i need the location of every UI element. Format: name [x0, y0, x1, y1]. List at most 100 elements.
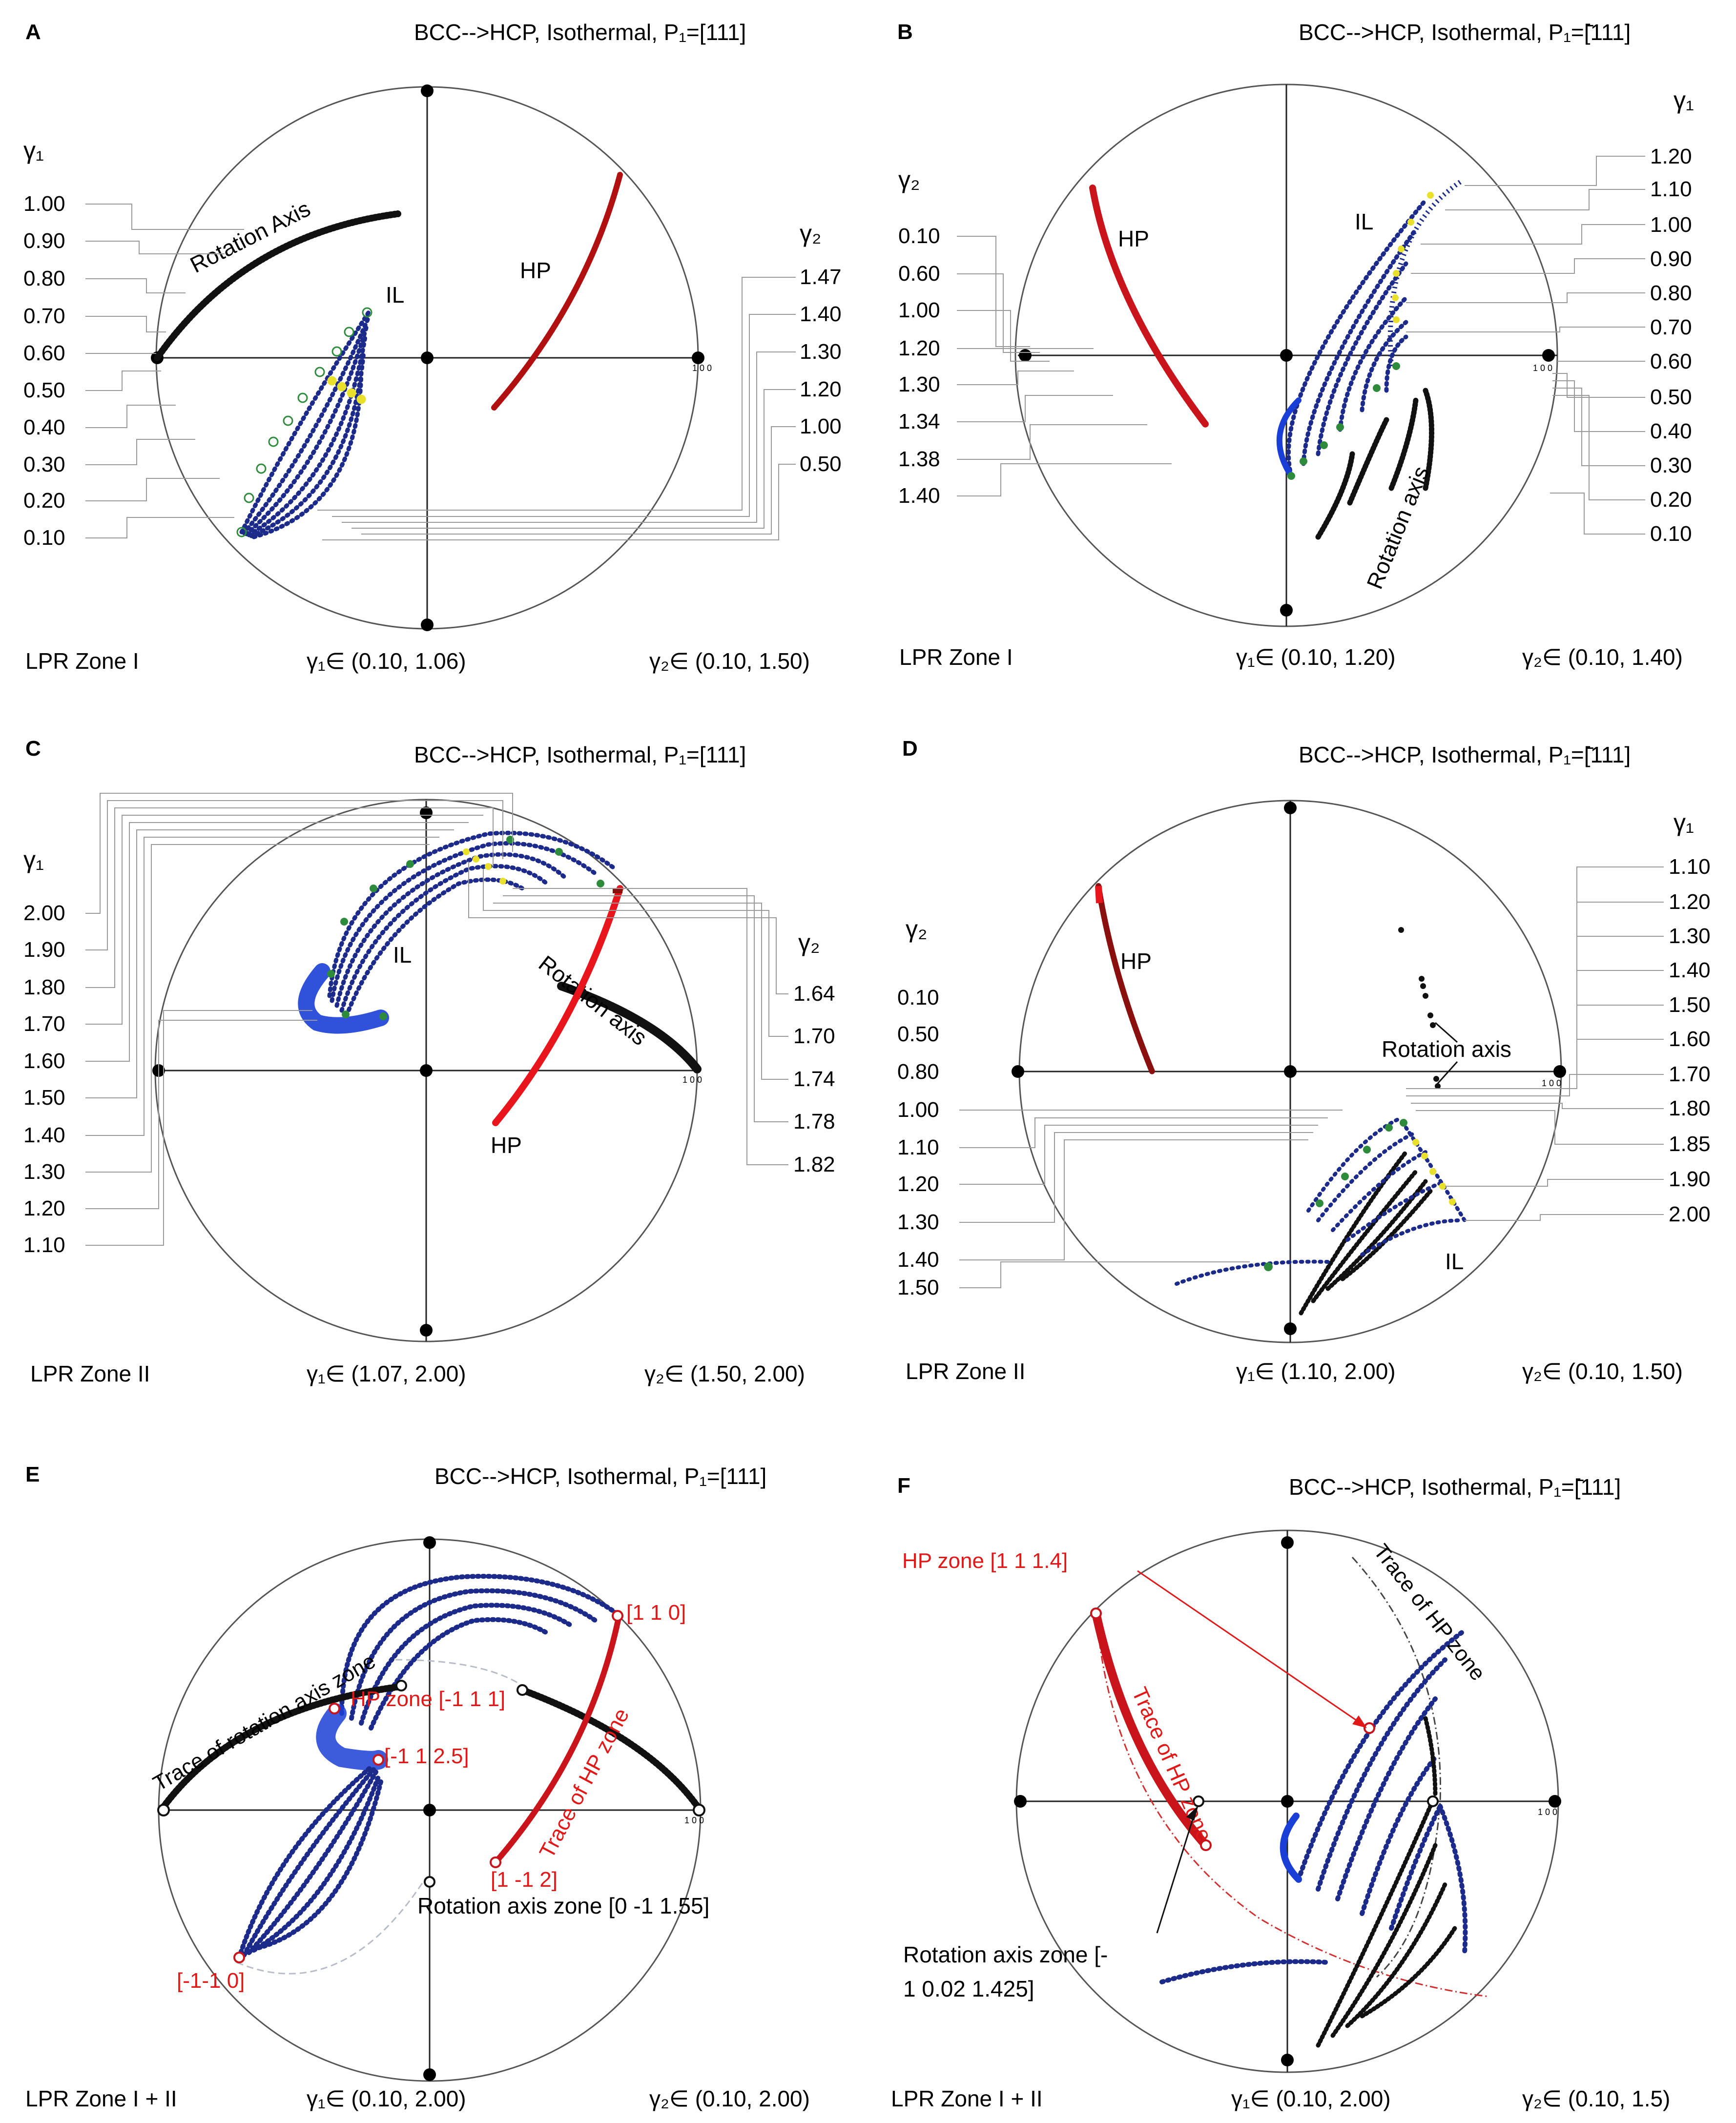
panel-f-rotation-zone-label-1: Rotation axis zone [- — [903, 1942, 1108, 1967]
panel-e-pole-top — [423, 1536, 436, 1549]
svg-text:1.90: 1.90 — [23, 938, 65, 962]
svg-text:Trace of HP zone: Trace of HP zone — [1127, 1684, 1217, 1845]
panel-f-pole-top — [1281, 1536, 1294, 1549]
svg-text:1.70: 1.70 — [1669, 1062, 1711, 1086]
panel-d-title: BCC-->HCP, Isothermal, P₁=[̄111] — [1299, 742, 1631, 767]
panel-d-zone: LPR Zone II — [906, 1359, 1025, 1384]
svg-text:0.10: 0.10 — [898, 224, 940, 248]
svg-text:1.20: 1.20 — [1650, 144, 1692, 168]
panel-d-il-label: IL — [1445, 1249, 1464, 1274]
panel-f-trace-black — [1351, 1556, 1441, 1978]
panel-e-trace-rotation-label: Trace of rotation axis zone — [149, 1649, 380, 1796]
panel-d-pole-bottom — [1284, 1322, 1297, 1335]
panel-d-pole-center — [1284, 1065, 1297, 1078]
panel-c-g2-range: γ₂∈ (1.50, 2.00) — [644, 1361, 805, 1386]
svg-text:1.00: 1.00 — [800, 414, 842, 438]
svg-text:1.30: 1.30 — [1669, 924, 1711, 948]
panel-b-hp-curve — [1089, 185, 1209, 428]
panel-d: D BCC-->HCP, Isothermal, P₁=[̄111] 1 0 0… — [897, 737, 1711, 1384]
panel-d-right-ticks: 1.10 1.20 1.30 1.40 1.50 1.60 1.70 1.80 … — [1669, 855, 1711, 1226]
panel-c-pole-label: 1 0 0 — [682, 1075, 702, 1085]
panel-b-g2-range: γ₂∈ (0.10, 1.40) — [1522, 644, 1683, 670]
panel-d-right-leaders — [1406, 866, 1664, 1221]
panel-b-il-label: IL — [1355, 209, 1373, 234]
svg-text:0.90: 0.90 — [23, 229, 65, 253]
panel-c: C BCC-->HCP, Isothermal, P₁=[111] 1 0 0 — [23, 737, 835, 1386]
svg-text:1.78: 1.78 — [793, 1110, 835, 1134]
panel-b-left-ticks: 0.10 0.60 1.00 1.20 1.30 1.34 1.38 1.40 — [898, 224, 940, 508]
panel-f-pole-bottom — [1281, 2054, 1294, 2066]
panel-c-g1-range: γ₁∈ (1.07, 2.00) — [307, 1361, 466, 1386]
panel-b-il-top-curve — [1387, 178, 1464, 367]
svg-text:[-1-1 0]: [-1-1 0] — [177, 1969, 245, 1993]
svg-text:0.10: 0.10 — [1650, 522, 1692, 546]
panel-f-open-markers — [1090, 1608, 1439, 1851]
panel-e-g2-range: γ₂∈ (0.10, 2.00) — [649, 2086, 810, 2111]
svg-text:1.00: 1.00 — [23, 192, 65, 216]
svg-text:1.60: 1.60 — [23, 1049, 65, 1073]
svg-text:0.30: 0.30 — [23, 453, 65, 476]
svg-text:1.20: 1.20 — [898, 336, 940, 360]
panel-a-hp-curve — [491, 172, 623, 411]
panel-b-il-bright-curve — [1276, 397, 1302, 479]
panel-a: A BCC-->HCP, Isothermal, P₁=[111] 1 0 0 … — [23, 20, 842, 674]
svg-text:1.00: 1.00 — [1650, 213, 1692, 237]
panel-a-left-axis-label: γ₁ — [23, 137, 44, 164]
panel-e-title: BCC-->HCP, Isothermal, P₁=[111] — [434, 1463, 766, 1489]
panel-e-pole-center — [423, 1804, 436, 1816]
panel-b-hp-label: HP — [1118, 226, 1149, 251]
svg-text:1.80: 1.80 — [23, 975, 65, 999]
panel-e-g1-range: γ₁∈ (0.10, 2.00) — [307, 2086, 466, 2111]
svg-text:1.47: 1.47 — [800, 265, 842, 289]
panel-e-open-markers — [157, 1610, 705, 1963]
panel-e: E BCC-->HCP, Isothermal, P₁=[111] 1 0 0 — [25, 1463, 810, 2111]
panel-c-left-axis-label: γ₁ — [23, 846, 44, 873]
panel-f-rotation-zone-label-2: 1 0.02 1.425] — [903, 1976, 1034, 2001]
svg-text:1.60: 1.60 — [1669, 1027, 1711, 1051]
panel-a-pole-center — [421, 351, 434, 364]
panel-a-right-axis-label: γ₂ — [800, 220, 821, 247]
panel-e-hp-curve — [493, 1613, 622, 1865]
svg-text:1.30: 1.30 — [800, 340, 842, 364]
panel-a-letter: A — [25, 20, 41, 44]
svg-text:[1 -1 2]: [1 -1 2] — [491, 1868, 558, 1892]
svg-text:0.10: 0.10 — [23, 526, 65, 550]
panel-b-il-fan — [1286, 198, 1428, 478]
svg-text:1.10: 1.10 — [1669, 855, 1711, 879]
svg-text:1.40: 1.40 — [23, 1123, 65, 1147]
panel-b-right-leaders — [1406, 156, 1645, 535]
panel-d-left-axis-label: γ₂ — [906, 915, 927, 943]
svg-text:1.85: 1.85 — [1669, 1132, 1711, 1156]
panel-d-pole-top — [1284, 802, 1297, 814]
panel-b-title: BCC-->HCP, Isothermal, P₁=[̄111] — [1299, 20, 1631, 45]
panel-a-pole-bottom — [421, 618, 434, 631]
svg-text:0.70: 0.70 — [23, 304, 65, 328]
panel-c-zone: LPR Zone II — [30, 1361, 150, 1386]
panel-f-red-arrow — [1137, 1570, 1363, 1725]
svg-text:0.60: 0.60 — [23, 341, 65, 365]
svg-text:[-1 1 2.5]: [-1 1 2.5] — [384, 1744, 469, 1768]
svg-text:1.30: 1.30 — [898, 372, 940, 396]
svg-text:1.40: 1.40 — [800, 302, 842, 326]
svg-text:2.00: 2.00 — [23, 901, 65, 925]
panel-c-right-ticks: 1.64 1.70 1.74 1.78 1.82 — [793, 982, 835, 1176]
panel-c-pole-center — [420, 1064, 433, 1077]
panel-f-pole-right — [1549, 1795, 1561, 1808]
svg-text:1.10: 1.10 — [1650, 177, 1692, 201]
svg-text:1.30: 1.30 — [897, 1210, 939, 1234]
panel-a-pole-label: 1 0 0 — [692, 363, 712, 373]
svg-text:1.50: 1.50 — [897, 1276, 939, 1299]
panel-b-markers — [1287, 192, 1434, 480]
svg-text:1.00: 1.00 — [898, 298, 940, 322]
svg-text:0.80: 0.80 — [1650, 281, 1692, 305]
svg-text:1.20: 1.20 — [800, 377, 842, 401]
panel-a-left-ticks: 1.00 0.90 0.80 0.70 0.60 0.50 0.40 0.30 … — [23, 192, 65, 550]
panel-a-g1-range: γ₁∈ (0.10, 1.06) — [307, 648, 466, 674]
panel-b-rotation-axis-points — [1315, 388, 1434, 540]
svg-text:1.10: 1.10 — [23, 1233, 65, 1257]
panel-c-markers — [327, 836, 604, 1020]
panel-c-il-bright — [298, 963, 389, 1034]
panel-d-hp-top — [1095, 886, 1103, 904]
svg-text:HP zone [-1 1 1]: HP zone [-1 1 1] — [351, 1687, 505, 1711]
